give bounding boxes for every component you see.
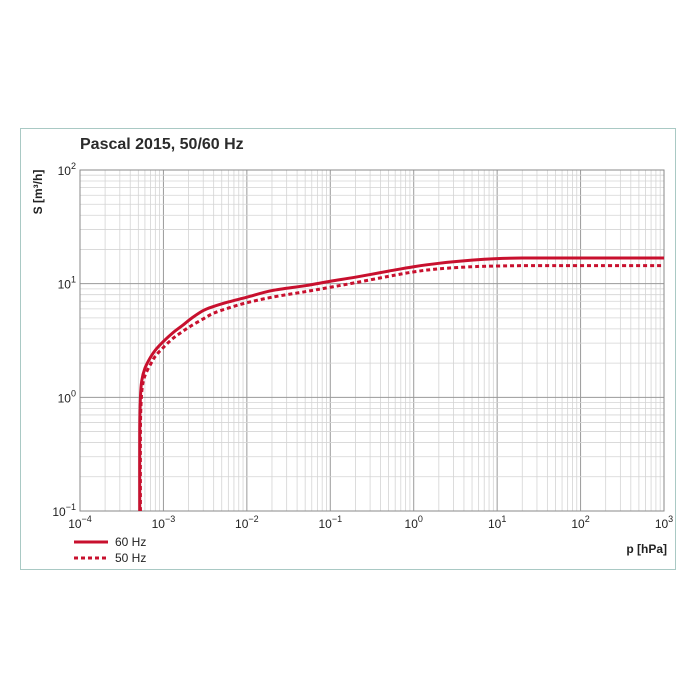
plot-border [79,169,665,512]
chart-frame [20,128,676,570]
series-layer [138,256,664,512]
x-tick-label: 103 [655,514,673,531]
x-tick-label: 100 [405,514,423,531]
x-tick-label: 10−4 [68,514,92,531]
x-tick-label: 10−1 [318,514,342,531]
y-tick-label: 101 [58,275,76,292]
y-tick-label: 10−1 [52,502,76,519]
series-line-50hz [138,264,664,512]
x-tick-label: 102 [571,514,589,531]
series-line-60hz [138,256,664,512]
legend-label-50hz: 50 Hz [115,551,146,565]
x-tick-label: 10−3 [152,514,176,531]
y-tick-label: 100 [58,388,76,405]
y-tick-label: 102 [58,161,76,178]
tick-labels: 10−4 10−3 10−2 10−1 100 101 102 103 10−1 100 101 10… [52,161,673,531]
legend-label-60hz: 60 Hz [115,535,146,549]
legend: 60 Hz 50 Hz [74,535,146,565]
x-tick-label: 101 [488,514,506,531]
y-axis-label: S [m³/h] [31,170,45,215]
x-axis-label: p [hPa] [626,542,667,556]
x-tick-label: 10−2 [235,514,259,531]
grid-layer [79,169,665,512]
chart-title: Pascal 2015, 50/60 Hz [80,136,244,153]
